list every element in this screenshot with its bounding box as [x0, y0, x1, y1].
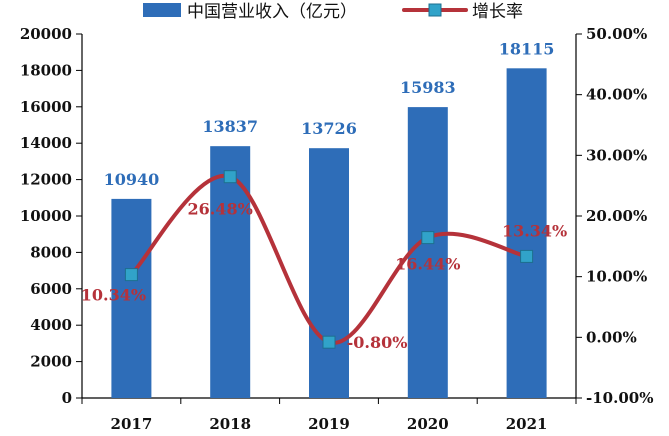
y-left-tick-label: 8000: [30, 243, 72, 261]
y-right-tick-label: 40.00%: [586, 86, 647, 104]
x-tick-label: 2018: [209, 415, 251, 433]
data-labels: 10940 13837 13726 15983 18115 10.34% 26.48% -0.…: [81, 39, 568, 352]
line-data-label: -0.80%: [347, 333, 408, 352]
bar: [407, 107, 448, 398]
line-data-label: 26.48%: [188, 200, 253, 219]
legend-bar-label: 中国营业收入（亿元）: [187, 2, 357, 22]
growth-marker: [421, 231, 435, 245]
y-left-tick-label: 10000: [20, 207, 72, 225]
line-data-label: 13.34%: [502, 221, 567, 240]
growth-marker: [322, 335, 336, 349]
bar: [309, 148, 349, 398]
bar: [111, 198, 152, 398]
y-left-tick-label: 6000: [30, 280, 72, 298]
y-left-tick-label: 0: [62, 389, 72, 407]
bar-data-label: 15983: [400, 78, 456, 97]
x-tick-label: 2017: [111, 415, 153, 433]
y-left-tick-label: 12000: [20, 171, 72, 189]
axes: 0 2000 4000 6000 8000 10000 12000 14000 16000 180…: [20, 25, 654, 433]
x-tick-label: 2020: [407, 415, 449, 433]
legend-line-label: 增长率: [472, 2, 523, 22]
y-left-tick-label: 16000: [20, 98, 72, 116]
y-right-tick-label: -10.00%: [586, 389, 653, 407]
legend-marker-swatch: [428, 3, 442, 17]
bar: [506, 68, 547, 398]
y-right-tick-label: 10.00%: [586, 268, 647, 286]
x-tick-label: 2021: [506, 415, 548, 433]
y-left-tick-label: 20000: [20, 25, 72, 43]
line-series: [124, 170, 534, 349]
bar: [210, 146, 251, 398]
y-left-tick-label: 4000: [30, 316, 72, 334]
y-right-tick-label: 50.00%: [586, 25, 647, 43]
y-left-tick-label: 14000: [20, 134, 72, 152]
line-data-label: 10.34%: [81, 286, 146, 305]
bar-data-label: 13837: [202, 117, 258, 136]
y-left-tick-label: 2000: [30, 353, 72, 371]
growth-marker: [124, 268, 138, 282]
y-left-tick-label: 18000: [20, 61, 72, 79]
legend: 中国营业收入（亿元） 增长率: [143, 2, 523, 22]
bar-data-label: 18115: [499, 39, 555, 58]
bar-data-label: 13726: [301, 119, 357, 138]
bar-data-label: 10940: [104, 170, 160, 189]
y-right-tick-label: 0.00%: [586, 328, 637, 346]
growth-marker: [520, 249, 534, 263]
y-right-tick-label: 30.00%: [586, 146, 647, 164]
line-data-label: 16.44%: [395, 255, 460, 274]
growth-marker: [223, 170, 237, 184]
legend-bar-swatch: [143, 3, 181, 17]
y-right-tick-label: 20.00%: [586, 207, 647, 225]
x-tick-label: 2019: [308, 415, 350, 433]
